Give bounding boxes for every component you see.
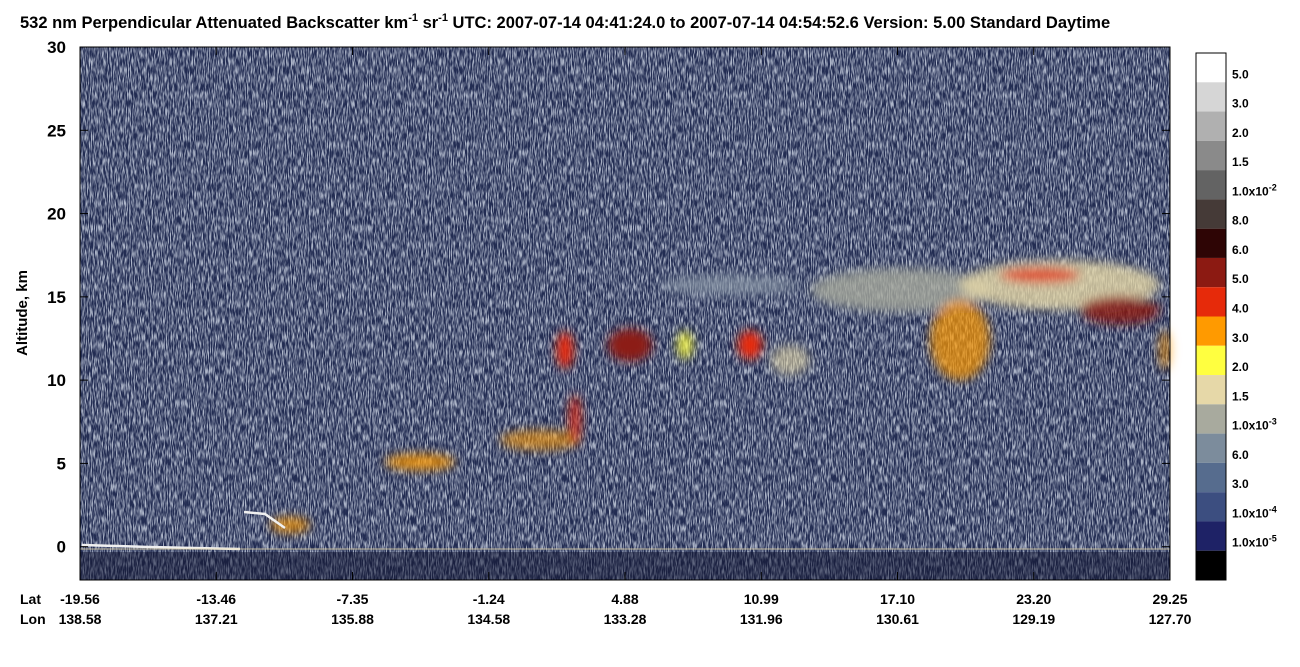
colorbar-label: 5.0	[1232, 272, 1249, 286]
x-row-name: Lon	[20, 611, 46, 627]
colorbar-label-base: 2.0	[1232, 126, 1249, 140]
colorbar-swatch	[1196, 199, 1226, 229]
colorbar-swatch	[1196, 462, 1226, 493]
colorbar-swatch	[1196, 316, 1226, 346]
title-superscript: -1	[408, 12, 418, 24]
x-tick-label: 17.10	[880, 591, 915, 607]
colorbar-swatch	[1196, 433, 1226, 463]
y-tick-label: 5	[57, 454, 66, 473]
x-row-name: Lat	[20, 591, 41, 607]
colorbar-swatch	[1196, 53, 1226, 83]
colorbar-swatch	[1196, 521, 1226, 551]
colorbar-label-base: 1.5	[1232, 155, 1249, 169]
colorbar-label-exponent: -3	[1269, 417, 1277, 427]
colorbar-label: 6.0	[1232, 448, 1249, 462]
colorbar-label: 3.0	[1232, 97, 1249, 111]
colorbar-swatch	[1196, 140, 1226, 171]
title-part: UTC: 2007-07-14 04:41:24.0 to 2007-07-14…	[448, 14, 1110, 32]
x-tick-label: 23.20	[1016, 591, 1051, 607]
colorbar-label-base: 1.0x10	[1232, 419, 1269, 433]
colorbar-swatch	[1196, 345, 1226, 376]
x-tick-label: 10.99	[744, 591, 779, 607]
chart-title: 532 nm Perpendicular Attenuated Backscat…	[20, 12, 1110, 32]
colorbar-label-base: 3.0	[1232, 331, 1249, 345]
y-tick-label: 10	[47, 371, 66, 390]
colorbar-label-base: 5.0	[1232, 272, 1249, 286]
colorbar-label-base: 2.0	[1232, 360, 1249, 374]
colorbar-swatch	[1196, 287, 1226, 317]
x-tick-label: 138.58	[59, 611, 102, 627]
colorbar-label: 3.0	[1232, 477, 1249, 491]
colorbar-swatch	[1196, 375, 1226, 405]
colorbar-label-base: 6.0	[1232, 243, 1249, 257]
x-tick-label: -13.46	[196, 591, 236, 607]
x-tick-label: 133.28	[604, 611, 647, 627]
colorbar-label-base: 1.5	[1232, 389, 1249, 403]
title-part: sr	[418, 14, 439, 32]
colorbar-swatch	[1196, 82, 1226, 112]
x-tick-label: 127.70	[1149, 611, 1192, 627]
colorbar-swatch	[1196, 257, 1226, 288]
y-tick-label: 15	[47, 288, 66, 307]
colorbar-label: 6.0	[1232, 243, 1249, 257]
colorbar-label: 1.5	[1232, 389, 1249, 403]
x-tick-label: 137.21	[195, 611, 238, 627]
colorbar-label-exponent: -4	[1269, 504, 1277, 514]
colorbar-swatch	[1196, 550, 1226, 580]
colorbar-label: 5.0	[1232, 67, 1249, 81]
colorbar-label: 1.5	[1232, 155, 1249, 169]
curtain-image	[80, 47, 1171, 580]
colorbar-label-base: 1.0x10	[1232, 506, 1269, 520]
colorbar-label: 3.0	[1232, 331, 1249, 345]
x-tick-label: 135.88	[331, 611, 374, 627]
y-tick-label: 25	[47, 121, 66, 140]
x-tick-label: -1.24	[473, 591, 505, 607]
title-part: 532 nm Perpendicular Attenuated Backscat…	[20, 14, 408, 32]
colorbar-label: 2.0	[1232, 360, 1249, 374]
colorbar-label-base: 8.0	[1232, 214, 1249, 228]
colorbar-label: 2.0	[1232, 126, 1249, 140]
colorbar-label-base: 4.0	[1232, 302, 1249, 316]
x-tick-label: -19.56	[60, 591, 100, 607]
colorbar-label-base: 3.0	[1232, 477, 1249, 491]
colorbar-swatch	[1196, 404, 1226, 434]
colorbar-label: 4.0	[1232, 302, 1249, 316]
y-axis-label: Altitude, km	[14, 270, 31, 356]
x-tick-label: 131.96	[740, 611, 783, 627]
colorbar-label: 1.0x10-5	[1232, 534, 1277, 550]
colorbar-swatch	[1196, 111, 1226, 141]
colorbar-label-exponent: -2	[1269, 182, 1277, 192]
y-tick-label: 20	[47, 205, 66, 224]
x-tick-label: 129.19	[1012, 611, 1055, 627]
colorbar-label-base: 5.0	[1232, 67, 1249, 81]
colorbar-swatch	[1196, 228, 1226, 258]
colorbar-label: 1.0x10-4	[1232, 504, 1277, 520]
y-tick-label: 0	[57, 538, 66, 557]
colorbar-label-base: 6.0	[1232, 448, 1249, 462]
y-tick-label: 30	[47, 38, 66, 57]
colorbar-label-base: 1.0x10	[1232, 184, 1269, 198]
colorbar-label: 8.0	[1232, 214, 1249, 228]
colorbar-swatch	[1196, 170, 1226, 200]
x-tick-label: 130.61	[876, 611, 919, 627]
colorbar-label-base: 3.0	[1232, 97, 1249, 111]
colorbar-swatch	[1196, 492, 1226, 522]
x-tick-label: -7.35	[337, 591, 369, 607]
colorbar-frame	[1195, 52, 1227, 581]
colorbar-label: 1.0x10-2	[1232, 182, 1277, 198]
x-tick-label: 134.58	[467, 611, 510, 627]
x-tick-label: 4.88	[611, 591, 638, 607]
colorbar-label-base: 1.0x10	[1232, 536, 1269, 550]
colorbar-label-exponent: -5	[1269, 534, 1277, 544]
x-tick-label: 29.25	[1152, 591, 1187, 607]
colorbar-label: 1.0x10-3	[1232, 417, 1277, 433]
title-superscript: -1	[438, 12, 448, 24]
